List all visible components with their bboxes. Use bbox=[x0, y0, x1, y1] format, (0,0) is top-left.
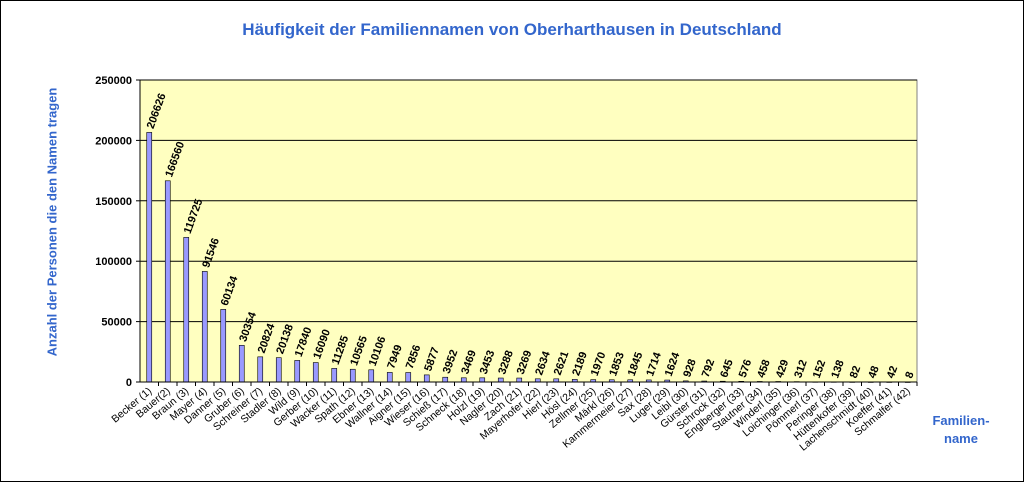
bars bbox=[146, 132, 911, 383]
data-label: 645 bbox=[718, 358, 736, 379]
bar bbox=[479, 377, 486, 383]
y-tick-label: 50000 bbox=[101, 317, 132, 329]
chart-title: Häufigkeit der Familiennamen von Oberhar… bbox=[242, 20, 782, 39]
x-axis-ticks: Becker (1)Bauer(2)Braun (3)Mayer (4)Dann… bbox=[109, 382, 918, 454]
bar bbox=[460, 377, 467, 383]
bar bbox=[201, 271, 208, 383]
bar bbox=[257, 356, 264, 383]
bar bbox=[146, 132, 153, 383]
y-tick-label: 250000 bbox=[95, 75, 132, 87]
bar bbox=[164, 180, 171, 383]
y-tick-label: 150000 bbox=[95, 196, 132, 208]
x-axis-label-line1: Familien- bbox=[932, 413, 990, 428]
data-label: 48 bbox=[866, 364, 881, 380]
bar bbox=[442, 376, 449, 383]
bar bbox=[331, 368, 338, 383]
y-axis-ticks: 0 50000 100000 150000 200000 250000 bbox=[95, 75, 140, 389]
data-label: 138 bbox=[829, 359, 847, 380]
bar bbox=[312, 362, 319, 383]
data-label: 42 bbox=[885, 364, 900, 380]
data-label: 429 bbox=[774, 358, 792, 379]
bar bbox=[497, 377, 504, 383]
bar bbox=[516, 377, 523, 383]
bar bbox=[220, 309, 227, 383]
data-label: 458 bbox=[755, 358, 773, 379]
data-label: 312 bbox=[792, 358, 810, 379]
value-labels: 2066261665601197259154660134303542082420… bbox=[145, 92, 917, 380]
bar bbox=[238, 345, 245, 383]
bar bbox=[405, 372, 412, 383]
bar bbox=[423, 374, 430, 383]
data-label: 928 bbox=[681, 358, 699, 379]
gridlines bbox=[140, 79, 917, 323]
data-label: 8 bbox=[903, 370, 916, 380]
bar bbox=[183, 237, 190, 383]
data-label: 152 bbox=[811, 358, 829, 379]
plot-area bbox=[139, 79, 918, 383]
data-label: 82 bbox=[848, 364, 863, 380]
x-axis-label-line2: name bbox=[944, 431, 978, 446]
data-label: 792 bbox=[700, 358, 718, 379]
bar bbox=[275, 357, 282, 383]
y-tick-label: 0 bbox=[126, 377, 132, 389]
x-axis-label: Familien- name bbox=[928, 412, 994, 448]
bar bbox=[386, 372, 393, 383]
y-tick-label: 200000 bbox=[95, 135, 132, 147]
bar bbox=[294, 360, 301, 383]
data-label: 576 bbox=[737, 358, 755, 379]
bar bbox=[349, 368, 356, 383]
bar bbox=[368, 369, 375, 383]
y-tick-label: 100000 bbox=[95, 256, 132, 268]
